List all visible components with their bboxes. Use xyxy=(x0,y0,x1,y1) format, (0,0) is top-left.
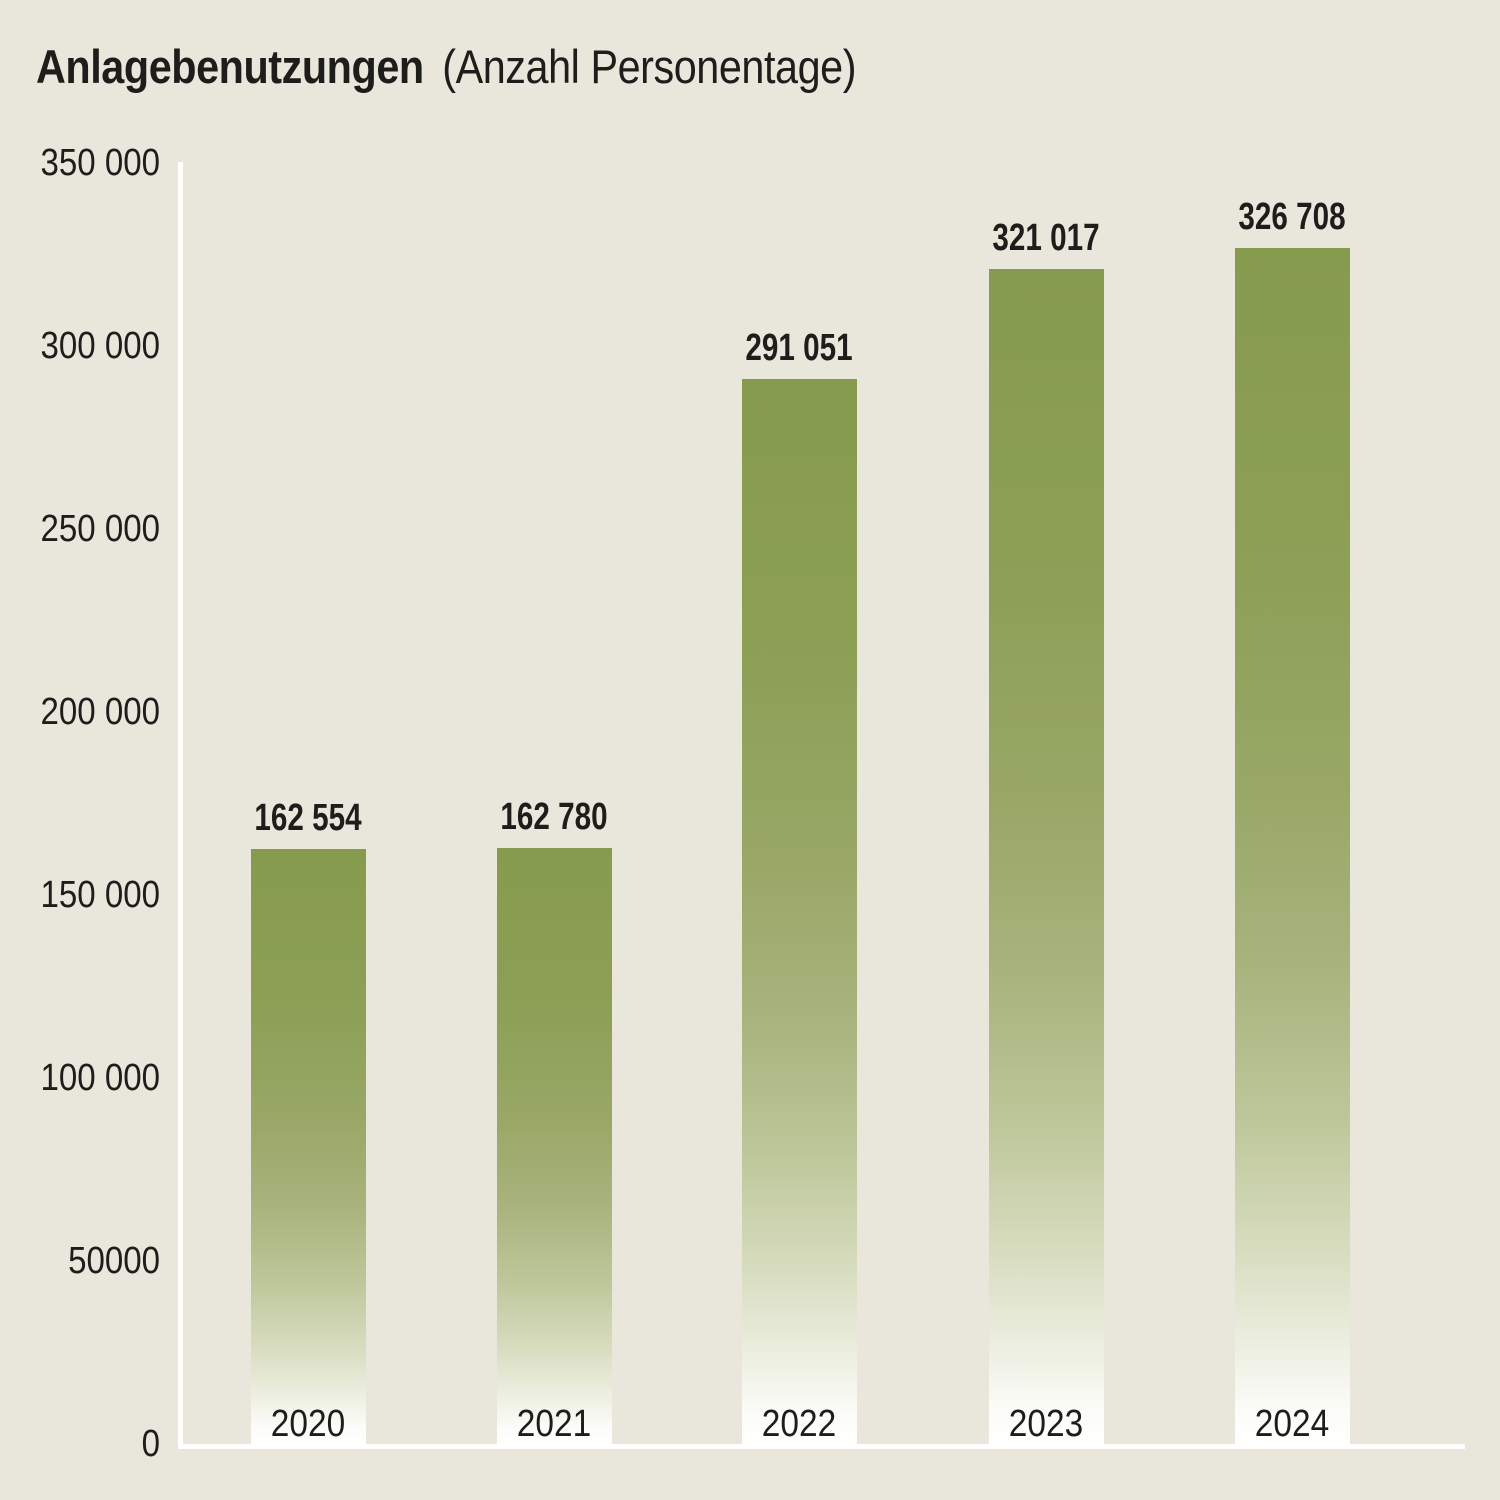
bar-2021 xyxy=(496,848,612,1444)
bar-2020 xyxy=(250,849,366,1444)
category-label-2021: 2021 xyxy=(516,1403,592,1445)
chart-title-subtitle: (Anzahl Personentage) xyxy=(442,40,857,93)
value-label-2022: 291 051 xyxy=(745,326,853,369)
bar-2023 xyxy=(988,269,1104,1444)
y-tick-label-100000: 100 000 xyxy=(40,1057,161,1099)
chart-title: Anlagebenutzungen (Anzahl Personentage) xyxy=(36,38,857,96)
category-label-2020: 2020 xyxy=(270,1403,346,1445)
y-tick-label-200000: 200 000 xyxy=(40,691,161,733)
y-tick-label-250000: 250 000 xyxy=(40,508,161,550)
y-tick-label-0: 0 xyxy=(141,1423,160,1465)
value-label-2023: 321 017 xyxy=(992,217,1100,260)
y-axis-line xyxy=(178,162,183,1449)
chart-title-main: Anlagebenutzungen xyxy=(36,40,424,93)
y-tick-label-50000: 50000 xyxy=(68,1240,160,1282)
y-tick-label-300000: 300 000 xyxy=(40,325,161,367)
y-tick-label-150000: 150 000 xyxy=(40,874,161,916)
value-label-2021: 162 780 xyxy=(500,796,608,839)
category-label-2022: 2022 xyxy=(761,1403,837,1445)
bar-2022 xyxy=(741,378,857,1444)
value-label-2020: 162 554 xyxy=(254,797,362,840)
category-label-2023: 2023 xyxy=(1008,1403,1084,1445)
value-label-2024: 326 708 xyxy=(1238,196,1346,239)
y-tick-label-350000: 350 000 xyxy=(40,142,161,184)
category-label-2024: 2024 xyxy=(1254,1403,1330,1445)
bar-2024 xyxy=(1234,248,1350,1444)
x-axis-line xyxy=(178,1444,1465,1449)
